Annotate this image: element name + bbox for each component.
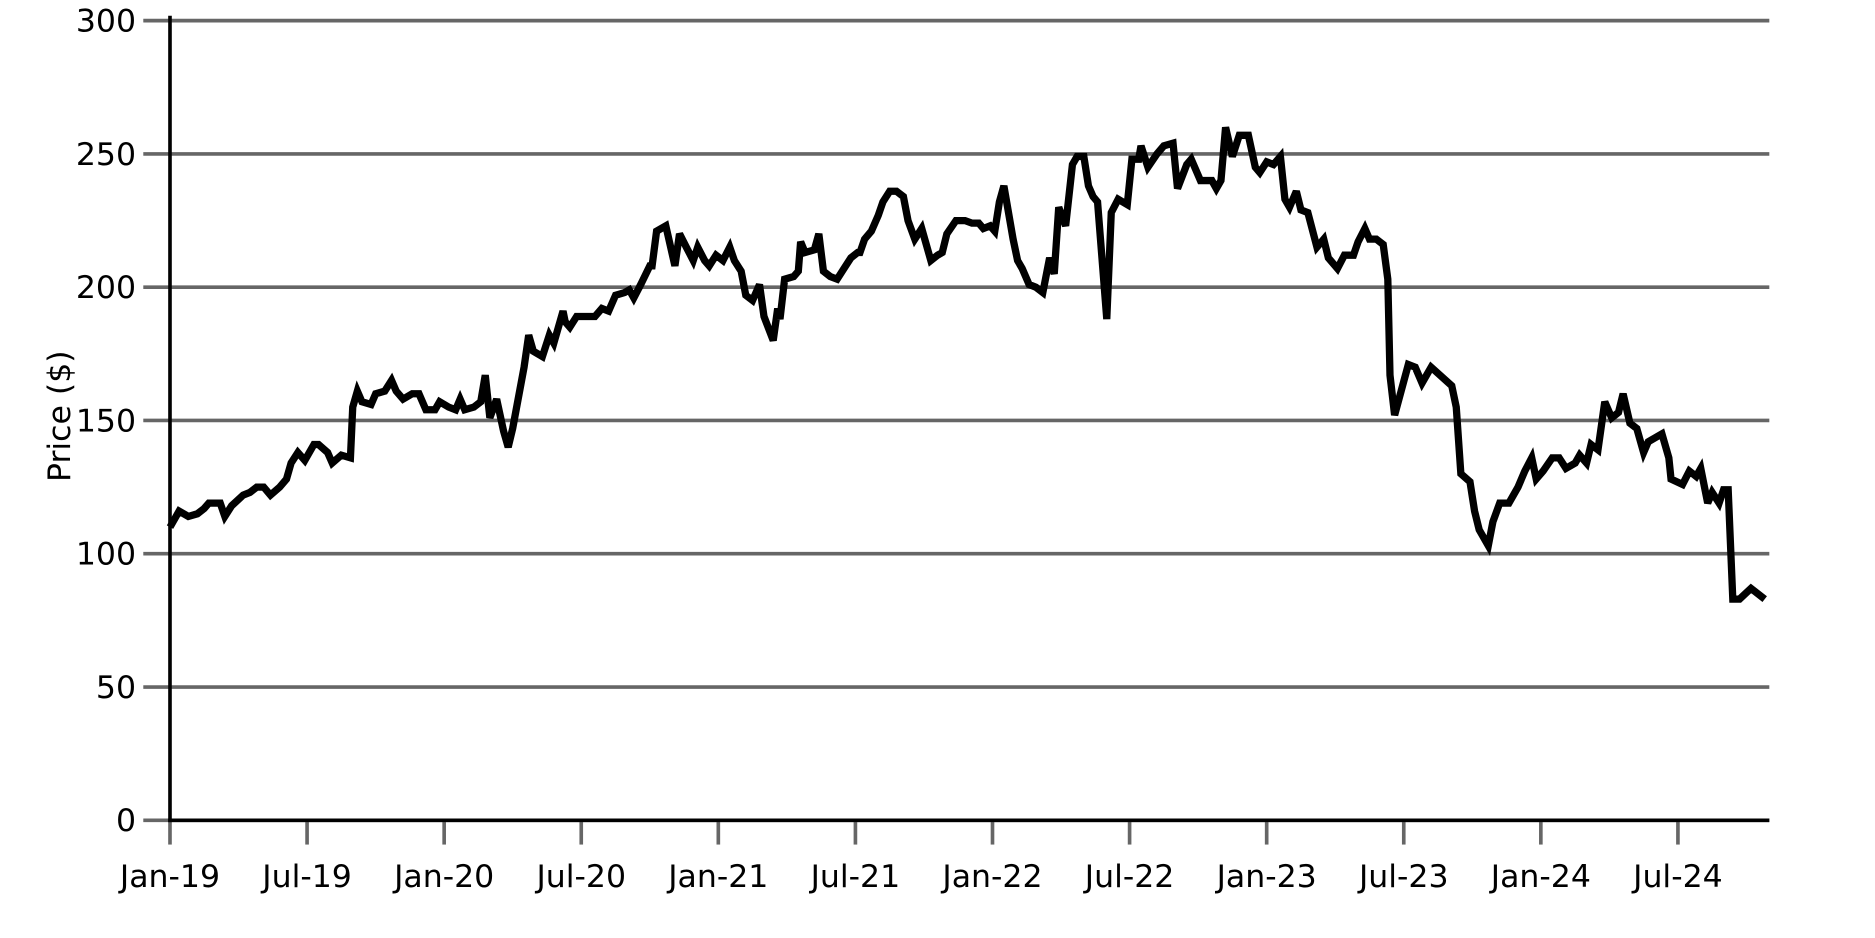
y-axis-label: Price ($) <box>42 350 78 482</box>
x-tick-label: Jul-21 <box>809 859 901 895</box>
y-tick-label: 150 <box>76 403 136 439</box>
x-tick-label: Jul-20 <box>534 859 626 895</box>
price-line <box>166 126 1767 603</box>
y-tick-label: 300 <box>76 4 136 40</box>
x-tick-label: Jul-23 <box>1357 859 1449 895</box>
x-tick-label: Jan-24 <box>1489 859 1591 895</box>
y-tick-label: 50 <box>96 670 136 706</box>
x-tick-label: Jan-22 <box>940 859 1042 895</box>
y-tick-label: 100 <box>76 537 136 573</box>
x-tick-label: Jan-19 <box>118 859 220 895</box>
y-tick-label: 250 <box>76 137 136 173</box>
x-tick-label: Jul-22 <box>1083 859 1175 895</box>
y-tick-label: 200 <box>76 270 136 306</box>
x-tick-label: Jul-24 <box>1631 859 1723 895</box>
y-tick-label: 0 <box>116 803 136 839</box>
x-tick-label: Jan-21 <box>666 859 768 895</box>
x-tick-label: Jan-20 <box>392 859 494 895</box>
x-tick-label: Jan-23 <box>1215 859 1317 895</box>
x-tick-label: Jul-19 <box>260 859 352 895</box>
